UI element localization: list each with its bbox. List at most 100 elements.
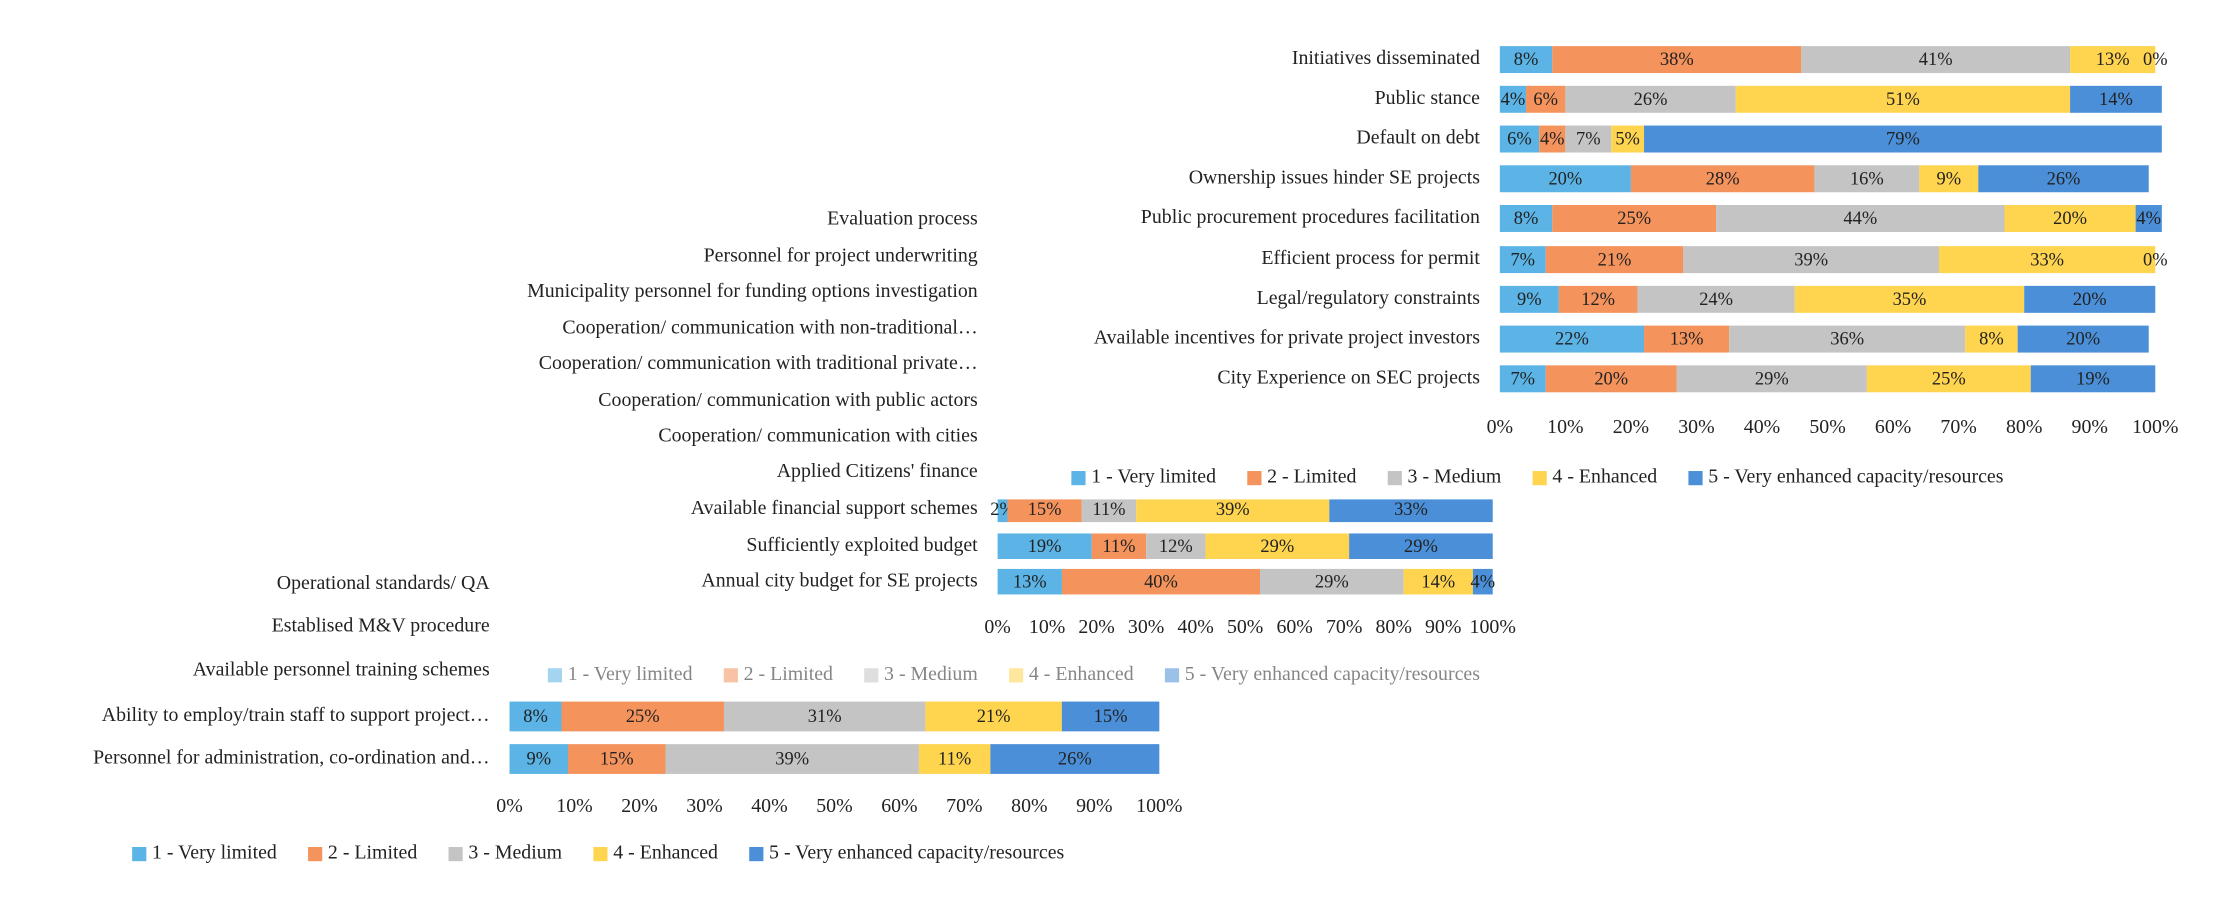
- bar-segment: [1735, 85, 2071, 113]
- bar-segment: [1499, 205, 1553, 232]
- value-label: 13%: [2096, 49, 2130, 69]
- value-label: 5%: [1615, 129, 1640, 149]
- value-label: 38%: [1660, 49, 1694, 69]
- legend-swatch: [723, 668, 738, 683]
- value-label: 20%: [1594, 368, 1628, 388]
- bar-segment: [1091, 533, 1147, 559]
- bar-segment: [1545, 365, 1677, 393]
- bar-segment: [997, 496, 1008, 523]
- value-label: 15%: [600, 749, 634, 769]
- legend-label: 5 - Very enhanced capacity/resources: [1185, 663, 1480, 685]
- x-tick-label: 80%: [1375, 616, 1411, 638]
- bar-segment: [1545, 246, 1684, 274]
- value-label: 21%: [1598, 249, 1632, 269]
- legend-swatch: [749, 846, 764, 862]
- category-label: Personnel for administration, co-ordinat…: [93, 747, 490, 769]
- x-tick-label: 60%: [1276, 616, 1312, 638]
- value-label: 7%: [1576, 129, 1601, 149]
- legend-label: 5 - Very enhanced capacity/resources: [1708, 466, 2003, 488]
- bar-segment: [1499, 165, 1631, 193]
- bar-segment: [925, 701, 1062, 732]
- bar-segment: [509, 744, 569, 774]
- value-label: 26%: [2047, 168, 2081, 188]
- bar-segment: [2135, 205, 2162, 232]
- category-label: Public stance: [1375, 87, 1481, 109]
- value-label: 7%: [1510, 249, 1535, 269]
- value-label: 14%: [2099, 89, 2133, 109]
- bar-segment: [1499, 46, 1553, 74]
- x-tick-label: 40%: [1744, 416, 1780, 438]
- value-label: 25%: [1617, 208, 1651, 228]
- x-tick-label: 100%: [1470, 616, 1516, 638]
- bar-segment: [1349, 533, 1493, 559]
- legend: 1 - Very limited 2 - Limited 3 - Medium 4 -…: [547, 663, 1480, 685]
- x-tick-label: 90%: [1076, 795, 1112, 817]
- value-label: 29%: [1755, 368, 1789, 388]
- x-tick-label: 10%: [1547, 416, 1583, 438]
- value-label: 36%: [1830, 329, 1864, 349]
- value-label: 22%: [1555, 329, 1589, 349]
- value-label: 11%: [1102, 536, 1135, 556]
- value-label: 9%: [1937, 168, 1962, 188]
- legend-swatch: [1071, 471, 1086, 486]
- value-label: 21%: [977, 706, 1011, 726]
- category-label: Available incentives for private project…: [1094, 327, 1480, 349]
- category-label: Ability to employ/train staff to support…: [102, 704, 490, 726]
- legend-swatch: [448, 846, 463, 862]
- category-label: Evaluation process: [827, 207, 978, 229]
- x-tick-label: 50%: [1227, 616, 1263, 638]
- bar-segment: [1938, 246, 2156, 274]
- bar-segment: [1676, 365, 1867, 393]
- value-label: 9%: [526, 749, 551, 769]
- value-label: 0%: [2143, 49, 2168, 69]
- bar-segment: [918, 744, 991, 774]
- x-tick-label: 50%: [1809, 416, 1845, 438]
- bar-segment: [1644, 325, 1730, 353]
- value-label: 6%: [1507, 129, 1532, 149]
- value-label: 11%: [938, 749, 971, 769]
- bar-segment: [1260, 568, 1404, 595]
- legend-label: 3 - Medium: [884, 663, 978, 685]
- chart-panel: Operational standards/ QA Establised M&V …: [93, 572, 1182, 864]
- x-tick-label: 30%: [1678, 416, 1714, 438]
- legend-label: 5 - Very enhanced capacity/resources: [769, 842, 1064, 864]
- value-label: 12%: [1159, 536, 1193, 556]
- value-label: 4%: [1471, 571, 1496, 591]
- category-label: Legal/regulatory constraints: [1257, 287, 1481, 309]
- value-label: 24%: [1699, 289, 1733, 309]
- bar-segment: [997, 568, 1062, 595]
- legend-swatch: [1164, 668, 1180, 683]
- x-tick-label: 10%: [556, 795, 592, 817]
- bar-segment: [997, 533, 1092, 559]
- x-tick-label: 50%: [816, 795, 852, 817]
- category-label: Cooperation/ communication with non-trad…: [562, 317, 977, 339]
- category-label: Personnel for project underwriting: [704, 244, 978, 266]
- legend-label: 3 - Medium: [1408, 466, 1502, 488]
- bar-segment: [1499, 325, 1645, 353]
- bar-segment: [1866, 365, 2031, 393]
- value-label: 14%: [1421, 571, 1455, 591]
- bar-segment: [1472, 568, 1493, 595]
- bar-segment: [1801, 46, 2071, 74]
- value-label: 44%: [1843, 208, 1877, 228]
- legend-label: 1 - Very limited: [152, 842, 277, 864]
- x-tick-label: 0%: [496, 795, 522, 817]
- bar-segment: [1146, 533, 1206, 559]
- bar-segment: [1794, 285, 2025, 313]
- legend-label: 3 - Medium: [468, 842, 562, 864]
- category-label: Cooperation/ communication with cities: [658, 425, 978, 447]
- x-tick-label: 70%: [1940, 416, 1976, 438]
- bar-segment: [1558, 285, 1638, 313]
- value-label: 41%: [1919, 49, 1953, 69]
- value-label: 29%: [1315, 571, 1349, 591]
- category-label: Establised M&V procedure: [272, 615, 490, 637]
- value-label: 15%: [1094, 706, 1128, 726]
- value-label: 6%: [1533, 89, 1558, 109]
- value-label: 20%: [2066, 329, 2100, 349]
- legend-swatch: [1009, 668, 1024, 683]
- x-tick-label: 70%: [946, 795, 982, 817]
- bar-segment: [2030, 365, 2156, 393]
- value-label: 29%: [1404, 536, 1438, 556]
- legend-swatch: [132, 846, 147, 862]
